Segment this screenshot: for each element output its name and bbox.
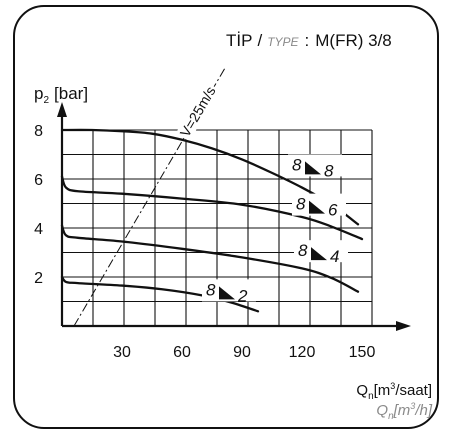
- x-axis-en-symbol: Q: [376, 402, 388, 419]
- x-axis-sub: n: [368, 391, 374, 402]
- x-tick-label: 150: [349, 344, 376, 361]
- x-axis-arrow: [396, 321, 411, 331]
- x-tick-label: 30: [113, 344, 131, 361]
- y-tick-label: 6: [34, 172, 43, 189]
- curve-label-arrow: [311, 247, 327, 261]
- x-axis-label-en: Qn[m3/h]: [376, 401, 432, 422]
- curve-label-bg: [288, 154, 342, 177]
- curve-label-to: 6: [328, 201, 338, 220]
- curve-label-to: 2: [237, 286, 248, 305]
- velocity-label-bg: [175, 81, 220, 142]
- curve-label-bg: [202, 279, 256, 302]
- curve-label-arrow: [309, 200, 325, 214]
- x-axis-label: Qn[m3/saat]: [356, 381, 432, 402]
- x-axis-en-unit-post: /h]: [414, 402, 433, 419]
- y-axis-sub: 2: [43, 95, 49, 106]
- curve-label-from: 8: [298, 241, 308, 260]
- chart-title: TİP / TYPE: M(FR) 3/8: [226, 31, 392, 50]
- y-tick-label: 4: [34, 221, 43, 238]
- series-curve: [60, 175, 364, 241]
- y-tick-label: 2: [34, 270, 43, 287]
- curve-labels: 8 88 68 48 2: [202, 154, 348, 305]
- type-label: TİP: [226, 31, 252, 50]
- y-axis-unit: [bar]: [54, 84, 88, 103]
- type-separator: /: [257, 31, 262, 50]
- x-axis-en-unit-pre: [m: [393, 402, 411, 419]
- x-tick-label: 90: [233, 344, 251, 361]
- curve-label-arrow: [219, 286, 235, 300]
- series-curve: [60, 275, 260, 313]
- curve-label-from: 8: [206, 280, 216, 299]
- series-curve: [60, 128, 360, 226]
- x-axis-unit-sup: 3: [390, 381, 395, 391]
- curve-label-to: 4: [330, 247, 339, 266]
- series-curves: [60, 128, 364, 313]
- x-tick-label: 120: [289, 344, 316, 361]
- curve-label-bg: [294, 240, 348, 263]
- model-value: M(FR) 3/8: [315, 31, 392, 50]
- y-axis-label: p2 [bar]: [34, 84, 88, 106]
- chart-frame: [13, 5, 439, 429]
- curve-label-arrow: [305, 161, 321, 175]
- x-axis-en-unit-sup: 3: [410, 401, 415, 411]
- x-axis-en-sub: n: [388, 411, 394, 422]
- curve-label-from: 8: [292, 155, 302, 174]
- x-axis-unit-post: /saat]: [395, 382, 432, 399]
- curve-label-bg: [292, 193, 346, 216]
- x-tick-label: 60: [173, 344, 191, 361]
- curve-label-to: 8: [324, 161, 334, 180]
- x-axis-unit-pre: [m: [374, 382, 391, 399]
- series-curve: [60, 224, 360, 293]
- y-axis-symbol: p: [34, 84, 43, 103]
- curve-label-from: 8: [296, 195, 306, 214]
- x-axis-symbol: Q: [356, 382, 368, 399]
- type-colon: :: [305, 31, 310, 50]
- y-axis-arrow: [57, 102, 67, 117]
- y-tick-label: 8: [34, 123, 43, 140]
- type-label-en: TYPE: [267, 35, 299, 49]
